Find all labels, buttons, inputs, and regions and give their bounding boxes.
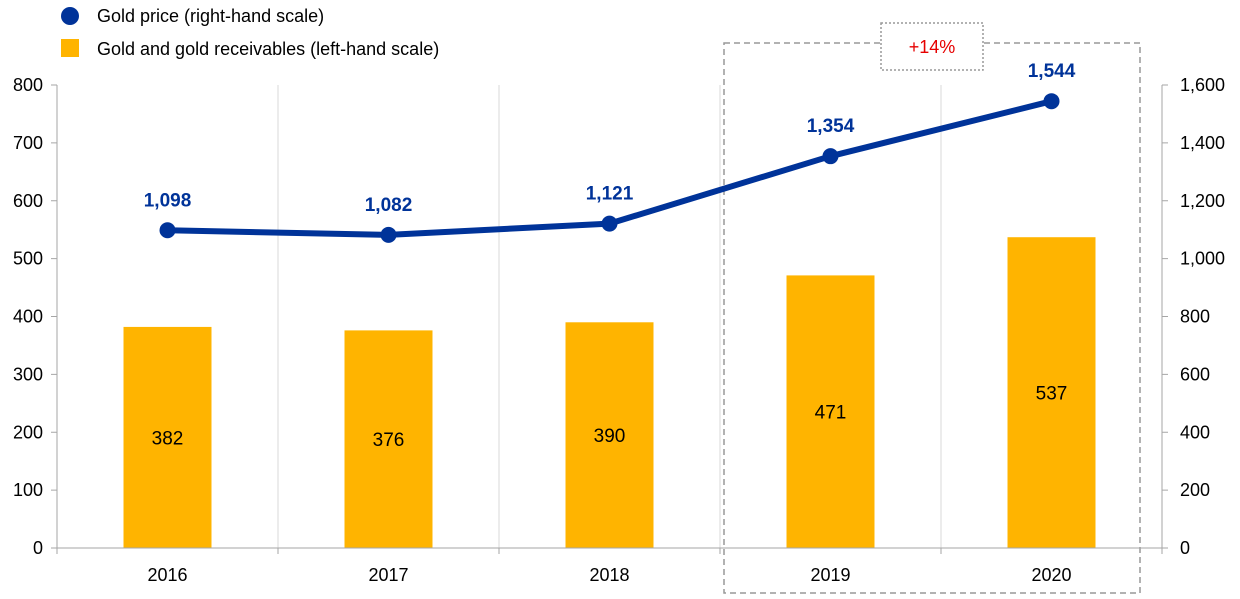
y-right-tick-label: 400 — [1180, 422, 1210, 442]
x-tick-label: 2016 — [147, 565, 187, 585]
bar-series: 382 376 390 471 537 — [123, 237, 1096, 548]
line-value-label: 1,354 — [807, 116, 855, 137]
legend-marker-gold-price — [61, 7, 79, 25]
y-right-tick-label: 1,200 — [1180, 191, 1225, 211]
y-left-tick-label: 800 — [13, 75, 43, 95]
legend-label-gold-price: Gold price (right-hand scale) — [97, 6, 324, 26]
line-point — [601, 215, 618, 232]
line-series: 1,098 1,082 1,121 1,354 1,544 — [144, 61, 1076, 243]
y-left-tick-label: 600 — [13, 191, 43, 211]
bar-value-label: 382 — [152, 428, 184, 449]
highlight-frame — [723, 42, 1141, 594]
bar-value-label: 537 — [1036, 384, 1068, 405]
y-left-tick-label: 100 — [13, 480, 43, 500]
line-point — [1043, 93, 1060, 110]
line-point — [380, 226, 397, 243]
x-tick-label: 2018 — [589, 565, 629, 585]
y-left-tick-label: 300 — [13, 364, 43, 384]
y-left-tick-label: 400 — [13, 307, 43, 327]
line-point — [822, 148, 839, 165]
y-right-tick-label: 0 — [1180, 538, 1190, 558]
legend-label-gold-receivables: Gold and gold receivables (left-hand sca… — [97, 39, 439, 59]
series-line — [164, 98, 1055, 238]
annotation-text: +14% — [909, 37, 956, 57]
y-right-tick-label: 200 — [1180, 480, 1210, 500]
bar — [344, 330, 433, 548]
x-tick-label: 2020 — [1031, 565, 1071, 585]
bar — [565, 322, 654, 548]
x-tick-label: 2017 — [368, 565, 408, 585]
y-right-tick-label: 1,400 — [1180, 133, 1225, 153]
bar — [786, 275, 875, 548]
grid — [277, 85, 942, 548]
line-value-label: 1,082 — [365, 195, 413, 216]
axes: 0 100 200 300 400 500 600 700 800 0 200 400 600 800 1,… — [13, 75, 1225, 585]
y-right-tick-label: 1,600 — [1180, 75, 1225, 95]
y-left-tick-label: 700 — [13, 133, 43, 153]
annotation-box: +14% — [723, 22, 1141, 594]
annotation-label-box — [880, 22, 984, 71]
y-right-tick-label: 800 — [1180, 307, 1210, 327]
line-value-label: 1,098 — [144, 190, 192, 211]
line-point — [159, 222, 176, 239]
y-right-tick-label: 1,000 — [1180, 249, 1225, 269]
legend: Gold price (right-hand scale) Gold and g… — [61, 6, 439, 59]
line-value-label: 1,544 — [1028, 61, 1076, 82]
y-left-tick-label: 0 — [33, 538, 43, 558]
bar-value-label: 471 — [815, 403, 847, 424]
bar — [1007, 237, 1096, 548]
y-left-tick-label: 200 — [13, 422, 43, 442]
line-value-label: 1,121 — [586, 184, 634, 205]
bar — [123, 326, 212, 548]
bar-value-label: 390 — [594, 426, 626, 447]
y-left-tick-label: 500 — [13, 249, 43, 269]
x-tick-label: 2019 — [810, 565, 850, 585]
bar-value-label: 376 — [373, 430, 405, 451]
y-right-tick-label: 600 — [1180, 364, 1210, 384]
legend-marker-gold-receivables — [61, 39, 79, 57]
